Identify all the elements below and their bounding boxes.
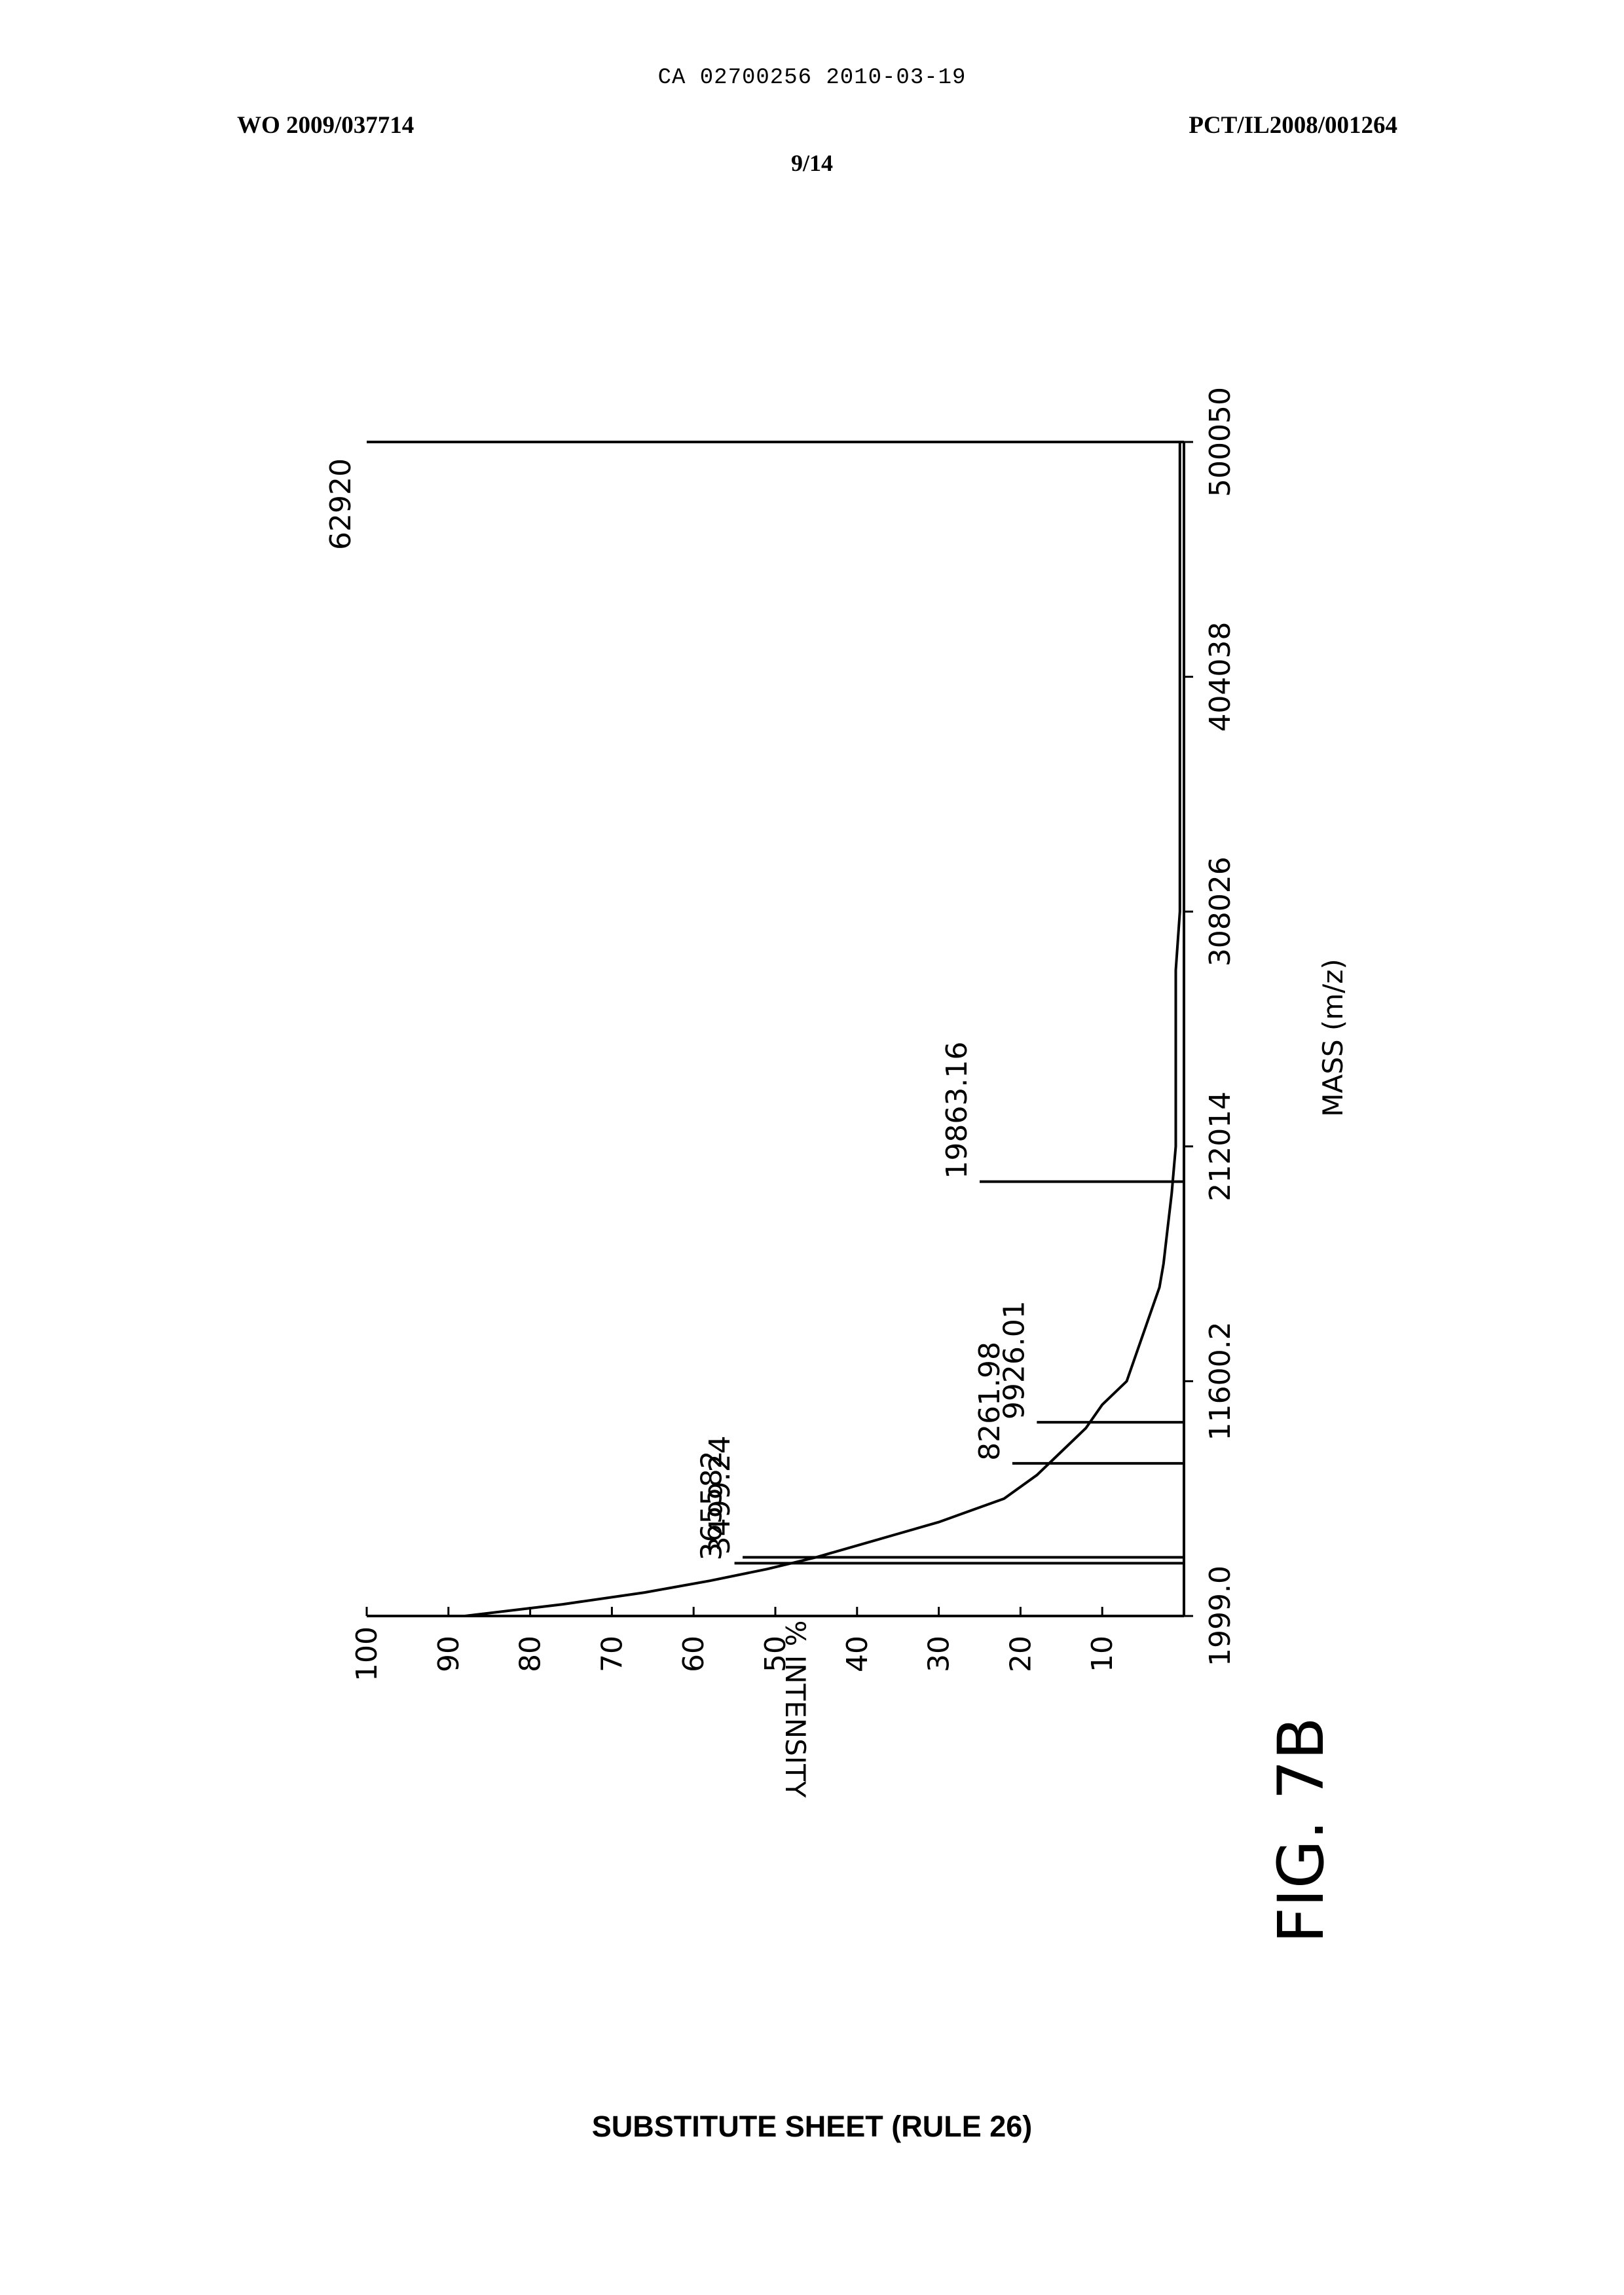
y-tick-label: 90 <box>432 1636 466 1672</box>
figure-label: FIG. 7B <box>1264 1717 1338 1943</box>
chart-series-layer <box>465 442 1180 1616</box>
x-tick-label: 308026 <box>1204 856 1237 966</box>
spectrum-line <box>465 442 1180 1616</box>
x-axis-title: MASS (m/z) <box>1317 959 1349 1117</box>
x-tick-label: 404038 <box>1204 622 1237 732</box>
peak-label: 19863.16 <box>940 1042 974 1179</box>
y-tick-label: 70 <box>595 1636 629 1672</box>
y-tick-label: 30 <box>923 1636 956 1672</box>
full-scale-label: 62920 <box>324 458 358 550</box>
y-tick-label: 80 <box>514 1636 547 1672</box>
y-tick-label: 20 <box>1004 1636 1037 1672</box>
x-tick-label: 212014 <box>1204 1092 1237 1202</box>
x-tick-label: 11600.2 <box>1204 1321 1237 1441</box>
footer-text: SUBSTITUTE SHEET (RULE 26) <box>0 2110 1624 2144</box>
y-axis-title: % INTENSITY <box>779 1620 811 1797</box>
y-tick-label: 40 <box>841 1636 874 1672</box>
chart-axes <box>367 442 1184 1616</box>
chart-peaks-layer <box>735 1182 1184 1564</box>
y-tick-label: 100 <box>350 1626 384 1681</box>
chart-labels-layer: 1020304050607080901001999.011600.2212014… <box>324 387 1349 1943</box>
peak-label: 9926.01 <box>997 1300 1031 1420</box>
x-tick-label: 1999.0 <box>1204 1566 1237 1666</box>
y-tick-label: 60 <box>677 1636 710 1672</box>
peak-label: 3499.24 <box>703 1435 737 1554</box>
x-tick-label: 500050 <box>1204 387 1237 497</box>
y-tick-label: 10 <box>1086 1636 1119 1672</box>
chart-ticks <box>367 442 1193 1616</box>
